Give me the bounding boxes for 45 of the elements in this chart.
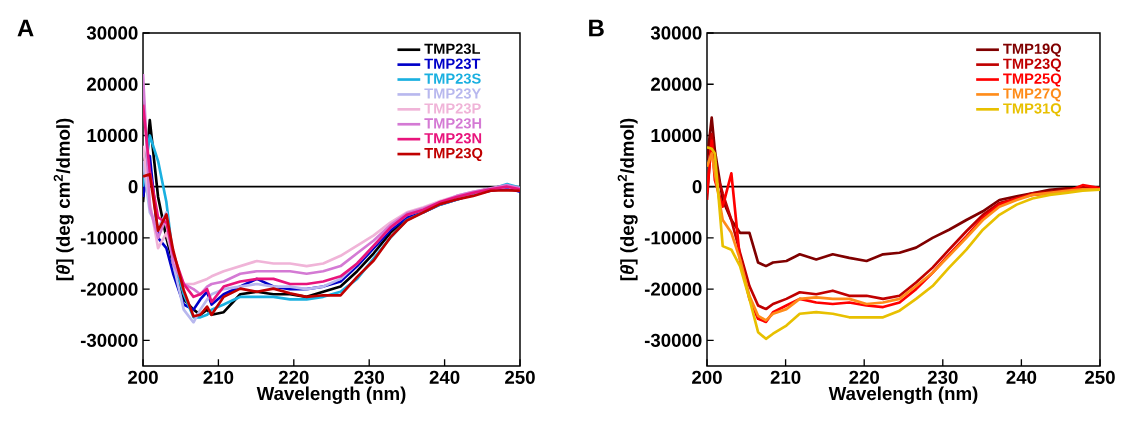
x-axis-title: Wavelength (nm) (256, 386, 406, 404)
legend-label: TMP25Q (1003, 73, 1061, 87)
legend-label: TMP23Q (1003, 58, 1061, 72)
y-tick-label: -20000 (644, 282, 702, 296)
y-tick-label: 30000 (86, 26, 138, 40)
y-axis-title: [θ] (deg cm$^{2}$/dmol) (617, 118, 638, 281)
legend-label: TMP23L (424, 43, 481, 55)
x-tick-label: 250 (1085, 370, 1115, 384)
x-tick-label: 230 (927, 370, 958, 384)
legend-label: TMP23S (424, 73, 481, 84)
legend-label: TMP31Q (1003, 103, 1061, 117)
y-tick-label: -10000 (644, 231, 702, 245)
y-tick-label: -10000 (80, 231, 138, 245)
y-tick-label: 10000 (651, 128, 702, 143)
y-tick-label: -30000 (80, 333, 138, 347)
legend-label: TMP23N (424, 133, 482, 144)
x-tick-label: 230 (354, 370, 385, 384)
x-tick-label: 200 (128, 370, 158, 384)
y-tick-label: 20000 (651, 77, 702, 91)
x-tick-label: 200 (692, 370, 722, 384)
x-tick-label: 220 (278, 370, 309, 384)
legend-label: TMP23T (424, 58, 481, 69)
y-tick-label: 0 (128, 180, 138, 194)
chart-title: B (589, 19, 604, 37)
legend-label: TMP23H (424, 118, 482, 129)
x-tick-label: 220 (849, 370, 879, 384)
legend-label: TMP27Q (1003, 88, 1061, 102)
x-tick-label: 240 (429, 370, 460, 384)
legend-label: TMP19Q (1003, 43, 1061, 57)
x-axis-title: Wavelength (nm) (828, 386, 978, 404)
y-tick-label: 30000 (650, 26, 702, 40)
y-tick-label: 10000 (87, 128, 138, 143)
legend-label: TMP23P (424, 103, 481, 114)
x-tick-label: 210 (203, 370, 234, 384)
x-tick-label: 240 (1006, 370, 1037, 384)
y-tick-label: -20000 (80, 282, 138, 296)
y-axis-title: [θ] (deg cm$^{2}$/dmol) (53, 118, 74, 281)
x-tick-label: 210 (770, 370, 801, 384)
x-tick-label: 250 (505, 370, 535, 384)
y-tick-label: 0 (692, 180, 702, 194)
y-tick-label: -30000 (644, 333, 702, 347)
y-tick-label: 20000 (87, 77, 138, 91)
legend-label: TMP23Q (424, 147, 483, 162)
chart-title: A (17, 19, 34, 37)
legend-label: TMP23Y (424, 88, 482, 99)
